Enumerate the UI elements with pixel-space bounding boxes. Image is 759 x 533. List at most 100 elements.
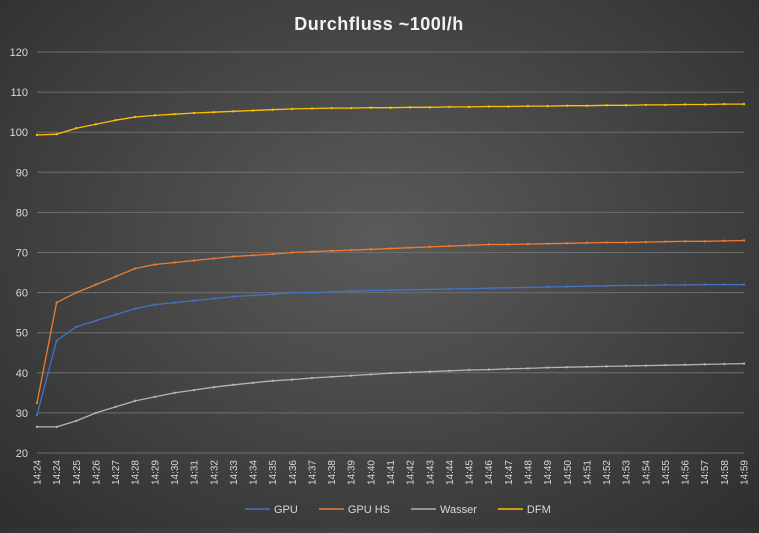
data-point (605, 284, 608, 287)
data-point (212, 110, 215, 114)
data-point (310, 291, 314, 294)
data-point (507, 367, 510, 370)
data-point (133, 115, 137, 119)
data-point (566, 285, 569, 288)
x-tick-label: 14:34 (249, 460, 260, 485)
data-point (271, 293, 274, 296)
data-point (566, 104, 569, 107)
data-point (408, 288, 412, 291)
series-line (36, 239, 745, 404)
legend-item: DFM (497, 504, 551, 516)
data-point (114, 313, 117, 316)
data-point (55, 133, 58, 136)
legend-label: GPU HS (348, 504, 390, 516)
data-point (232, 110, 235, 113)
data-point (467, 287, 471, 290)
data-point (55, 339, 58, 342)
y-tick-label: 20 (16, 448, 28, 460)
x-tick-label: 14:59 (740, 460, 751, 485)
data-point (624, 284, 628, 287)
data-point (487, 368, 490, 371)
data-point (723, 362, 726, 366)
data-point (212, 257, 215, 260)
data-point (310, 250, 314, 253)
data-point (291, 107, 294, 111)
data-point (664, 363, 667, 367)
series-gpu (35, 283, 746, 417)
data-point (585, 241, 589, 245)
x-tick-label: 14:44 (445, 460, 456, 485)
x-tick-label: 14:27 (111, 460, 122, 485)
y-tick-label: 40 (16, 368, 28, 380)
data-point (487, 286, 490, 290)
data-point (369, 289, 373, 292)
data-point (232, 383, 235, 387)
data-point (624, 241, 628, 244)
data-point (664, 240, 667, 243)
data-point (408, 371, 412, 374)
data-point (408, 106, 412, 109)
data-point (526, 367, 530, 370)
y-tick-label: 110 (10, 87, 28, 99)
data-point (546, 104, 549, 108)
x-tick-label: 14:50 (563, 460, 574, 485)
x-tick-label: 14:36 (288, 460, 299, 485)
data-point (428, 106, 431, 109)
data-point (291, 251, 294, 254)
data-point (75, 291, 78, 294)
data-point (330, 249, 333, 253)
x-tick-label: 14:54 (641, 460, 652, 485)
data-point (75, 325, 78, 328)
data-point (546, 366, 549, 369)
y-tick-label: 120 (10, 47, 28, 59)
data-point (644, 240, 648, 244)
data-point (251, 254, 255, 257)
data-point (546, 242, 549, 245)
data-point (624, 364, 628, 368)
data-point (723, 102, 726, 106)
data-point (585, 104, 589, 107)
legend-item: GPU HS (318, 504, 390, 516)
data-point (428, 245, 431, 249)
series-wasser (35, 362, 746, 429)
x-tick-label: 14:52 (602, 460, 613, 485)
data-point (467, 244, 471, 247)
data-point (448, 287, 451, 291)
data-point (35, 413, 39, 417)
data-point (35, 133, 39, 137)
data-point (683, 103, 687, 106)
legend-item: GPU (245, 504, 298, 516)
data-point (350, 248, 353, 252)
data-point (585, 365, 589, 368)
data-point (350, 289, 353, 293)
data-point (173, 112, 176, 116)
data-point (703, 363, 706, 366)
data-point (369, 373, 373, 376)
data-point (330, 106, 333, 110)
data-point (742, 283, 746, 286)
data-point (271, 379, 274, 383)
data-point (664, 283, 667, 287)
series-lines (35, 102, 746, 429)
data-point (742, 239, 746, 242)
data-point (291, 378, 294, 381)
data-point (369, 248, 373, 251)
x-tick-label: 14:38 (327, 460, 338, 485)
x-tick-label: 14:51 (582, 460, 593, 485)
data-point (585, 284, 589, 288)
y-tick-label: 60 (16, 288, 28, 300)
data-point (173, 391, 176, 395)
x-tick-label: 14:49 (543, 460, 554, 485)
data-point (428, 288, 431, 291)
series-line (36, 283, 744, 416)
data-point (232, 255, 235, 258)
data-point (94, 411, 98, 415)
data-point (644, 103, 648, 107)
legend-label: Wasser (440, 504, 477, 516)
x-tick-label: 14:30 (170, 460, 181, 485)
data-point (389, 288, 392, 292)
data-point (487, 105, 490, 108)
data-point (350, 374, 353, 377)
data-point (75, 126, 78, 130)
x-tick-label: 14:55 (661, 460, 672, 485)
